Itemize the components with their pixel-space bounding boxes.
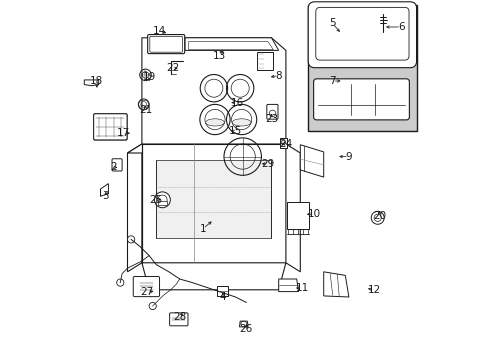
FancyBboxPatch shape [315,8,408,60]
Text: 16: 16 [230,98,244,108]
Text: 25: 25 [149,195,163,205]
Text: 24: 24 [279,139,292,149]
Polygon shape [185,38,278,50]
Text: 11: 11 [295,283,308,293]
Text: 22: 22 [165,63,179,73]
Circle shape [154,192,170,208]
Text: 19: 19 [142,72,155,82]
Text: 17: 17 [117,128,130,138]
FancyBboxPatch shape [147,35,184,54]
Text: 12: 12 [366,285,380,295]
Text: 29: 29 [261,159,274,169]
Bar [307,5,416,131]
Polygon shape [285,144,300,272]
Bar [158,201,166,205]
FancyBboxPatch shape [112,159,122,171]
Text: 7: 7 [329,76,335,86]
Text: 1: 1 [200,224,206,234]
Text: 15: 15 [228,126,242,136]
Polygon shape [127,144,142,272]
Text: 14: 14 [153,26,166,36]
Ellipse shape [232,119,250,126]
Polygon shape [142,144,285,263]
Circle shape [370,211,384,224]
FancyBboxPatch shape [149,36,182,52]
Text: 5: 5 [329,18,335,28]
Text: 9: 9 [345,152,351,162]
Circle shape [127,236,134,243]
Circle shape [149,302,156,310]
Text: 27: 27 [141,287,154,297]
Polygon shape [142,38,285,144]
Polygon shape [278,279,298,292]
Polygon shape [286,202,309,229]
FancyBboxPatch shape [169,313,187,326]
Polygon shape [239,321,247,327]
Text: 6: 6 [397,22,404,32]
FancyBboxPatch shape [307,2,416,68]
Text: 13: 13 [212,51,225,61]
FancyBboxPatch shape [266,104,277,119]
FancyBboxPatch shape [313,79,408,120]
Polygon shape [101,184,108,196]
FancyBboxPatch shape [94,114,127,140]
Polygon shape [142,263,285,290]
Text: 8: 8 [275,71,282,81]
Text: 18: 18 [90,76,103,86]
Polygon shape [127,144,285,153]
Text: 28: 28 [173,312,186,322]
Polygon shape [84,80,99,86]
Text: 26: 26 [239,324,252,334]
Polygon shape [300,145,323,177]
Polygon shape [188,41,273,50]
Polygon shape [257,52,273,70]
Bar [307,5,416,131]
Polygon shape [323,272,348,297]
Text: 4: 4 [219,292,226,302]
FancyBboxPatch shape [133,276,159,297]
Circle shape [117,279,123,286]
Text: 2: 2 [110,162,116,172]
Polygon shape [217,286,228,296]
Text: 21: 21 [139,105,152,115]
Text: 23: 23 [264,114,278,124]
Text: 3: 3 [102,191,109,201]
Text: 20: 20 [372,211,385,221]
Polygon shape [156,160,271,238]
Ellipse shape [205,119,224,126]
Text: 10: 10 [307,209,321,219]
Polygon shape [279,138,286,148]
